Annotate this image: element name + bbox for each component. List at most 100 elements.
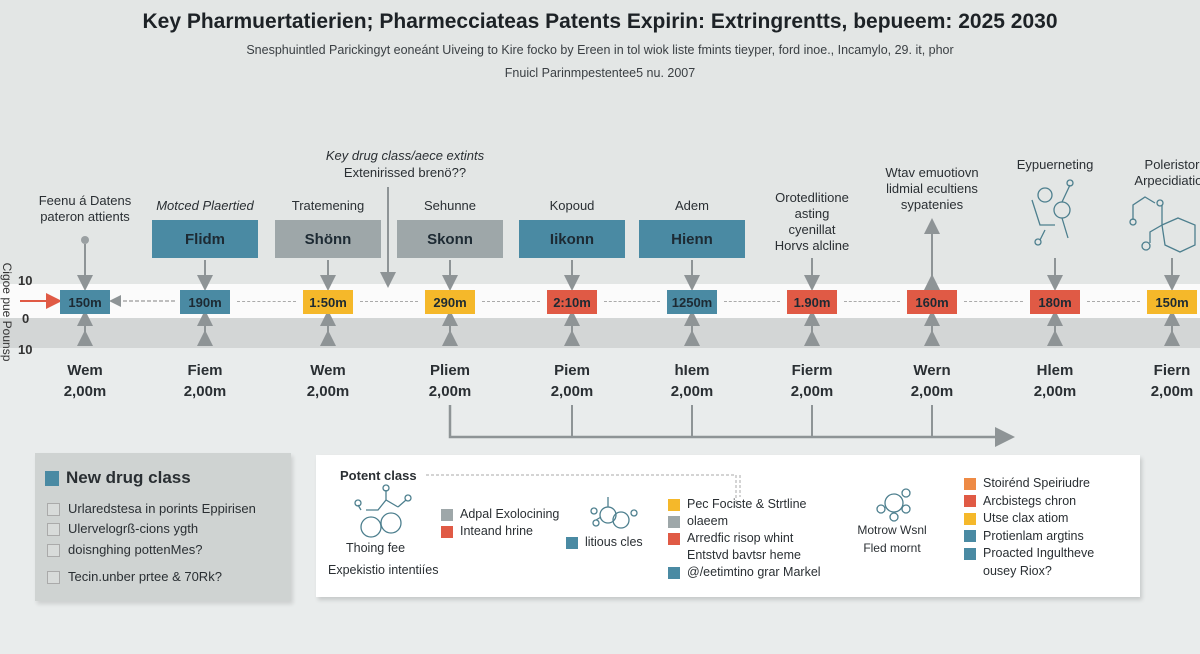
value-badge: 1250m: [667, 290, 717, 314]
value-badge: 180m: [1030, 290, 1080, 314]
column-value: 2,00m: [1005, 383, 1105, 400]
legend-swatch: [441, 509, 453, 521]
bracket-ticks: [572, 405, 932, 437]
checklist-label: Urlaredstesa in porints Eppirisen: [68, 501, 256, 516]
column-name: Hlem: [1005, 362, 1105, 379]
dashed-connector: [724, 301, 780, 302]
category-box: Iikonn: [519, 220, 625, 258]
legend-item: Entstvd bavtsr heme: [668, 548, 801, 562]
legend-item: Inteand hrine: [441, 524, 533, 538]
value-badge: 150m: [60, 290, 110, 314]
molecule-label: Fled mornt: [842, 541, 942, 555]
checklist-item[interactable]: Tecin.unber prtee & 70Rk?: [47, 569, 222, 584]
column-label: sypatenies: [842, 197, 1022, 212]
column-value: 2,00m: [882, 383, 982, 400]
column-value: 2,00m: [762, 383, 862, 400]
legend-swatch: [668, 567, 680, 579]
panel-footer: Expekistio intentiíes: [328, 563, 438, 577]
column-name: Wem: [278, 362, 378, 379]
molecule-icon: [591, 497, 637, 528]
checklist-label: doisnghing pottenMes?: [68, 542, 202, 557]
dashed-connector: [237, 301, 296, 302]
column-value: 2,00m: [278, 383, 378, 400]
column-value: 2,00m: [642, 383, 742, 400]
column-label: lidmial ecultiens: [842, 181, 1022, 196]
legend-label: Entstvd bavtsr heme: [687, 548, 801, 562]
molecule-label: Motrow Wsnl: [842, 523, 942, 537]
column-name: Fiern: [1122, 362, 1200, 379]
checkbox[interactable]: [47, 503, 60, 516]
dashed-connector: [964, 301, 1023, 302]
legend-swatch: [668, 550, 680, 562]
legend-swatch: [964, 565, 976, 577]
legend-item: @/eetimtino grar Markel: [668, 565, 821, 579]
checklist-item[interactable]: Ulervelogrß-cions ygth: [47, 521, 198, 536]
value-badge: 150m: [1147, 290, 1197, 314]
panel-title: New drug class: [45, 468, 191, 488]
column-value: 2,00m: [35, 383, 135, 400]
legend-swatch: [964, 530, 976, 542]
column-value: 2,00m: [1122, 383, 1200, 400]
molecule-icon: [355, 485, 411, 537]
legend-label: litious cles: [585, 535, 643, 549]
legend-swatch: [964, 495, 976, 507]
legend-swatch: [668, 533, 680, 545]
molecule-icon: [877, 489, 910, 521]
legend-swatch: [964, 548, 976, 560]
checkbox[interactable]: [47, 523, 60, 536]
checkbox[interactable]: [47, 571, 60, 584]
legend-label: Arcbistegs chron: [983, 494, 1076, 508]
column-label: Arpecidiation: [1082, 173, 1200, 188]
column-name: Wern: [882, 362, 982, 379]
legend-swatch: [964, 513, 976, 525]
dashed-connector: [1087, 301, 1140, 302]
legend-swatch: [964, 478, 976, 490]
value-badge: 2:10m: [547, 290, 597, 314]
legend-item: Adpal Exolocining: [441, 507, 559, 521]
legend-item: Utse clax atiom: [964, 511, 1068, 525]
panel-title-text: New drug class: [66, 468, 191, 487]
dashed-connector: [482, 301, 540, 302]
legend-item: Pec Fociste & Strtline: [668, 497, 807, 511]
column-label: cyenillat: [722, 222, 902, 237]
legend-item: litious cles: [566, 535, 643, 549]
legend-label: Arredfic risop whint: [687, 531, 793, 545]
column-label: Poleristor: [1082, 157, 1200, 172]
column-name: Pliem: [400, 362, 500, 379]
legend-label: Utse clax atiom: [983, 511, 1068, 525]
legend-item: ousey Riox?: [964, 564, 1052, 578]
molecule-label: Thoing fee: [346, 541, 405, 555]
legend-label: Proacted Ingultheve: [983, 546, 1094, 560]
legend-item: Arcbistegs chron: [964, 494, 1076, 508]
legend-swatch: [668, 499, 680, 511]
column-name: Piem: [522, 362, 622, 379]
column-name: Fiem: [155, 362, 255, 379]
legend-label: Stoirénd Speiriudre: [983, 476, 1090, 490]
category-box: Flidm: [152, 220, 258, 258]
value-badge: 290m: [425, 290, 475, 314]
legend-label: olaeem: [687, 514, 728, 528]
checklist-label: Ulervelogrß-cions ygth: [68, 521, 198, 536]
dashed-connector: [604, 301, 660, 302]
value-badge: 1.90m: [787, 290, 837, 314]
legend-item: Proacted Ingultheve: [964, 546, 1094, 560]
legend-swatch: [668, 516, 680, 528]
legend-label: ousey Riox?: [983, 564, 1052, 578]
column-label: Horvs alcline: [722, 238, 902, 253]
molecule-icon: [1130, 197, 1195, 252]
legend-label: @/eetimtino grar Markel: [687, 565, 821, 579]
category-box: Shönn: [275, 220, 381, 258]
column-value: 2,00m: [400, 383, 500, 400]
category-box: Skonn: [397, 220, 503, 258]
legend-label: Protienlam argtins: [983, 529, 1084, 543]
value-badge: 160m: [907, 290, 957, 314]
legend-item: Stoirénd Speiriudre: [964, 476, 1090, 490]
legend-swatch: [566, 537, 578, 549]
checklist-item[interactable]: Urlaredstesa in porints Eppirisen: [47, 501, 256, 516]
checklist-item[interactable]: doisnghing pottenMes?: [47, 542, 202, 557]
potent-class-panel: Potent class Thoing fee Expekistio inten…: [316, 455, 1140, 597]
column-value: 2,00m: [155, 383, 255, 400]
column-name: hIem: [642, 362, 742, 379]
checkbox[interactable]: [47, 544, 60, 557]
molecule-icon: [1032, 180, 1073, 245]
